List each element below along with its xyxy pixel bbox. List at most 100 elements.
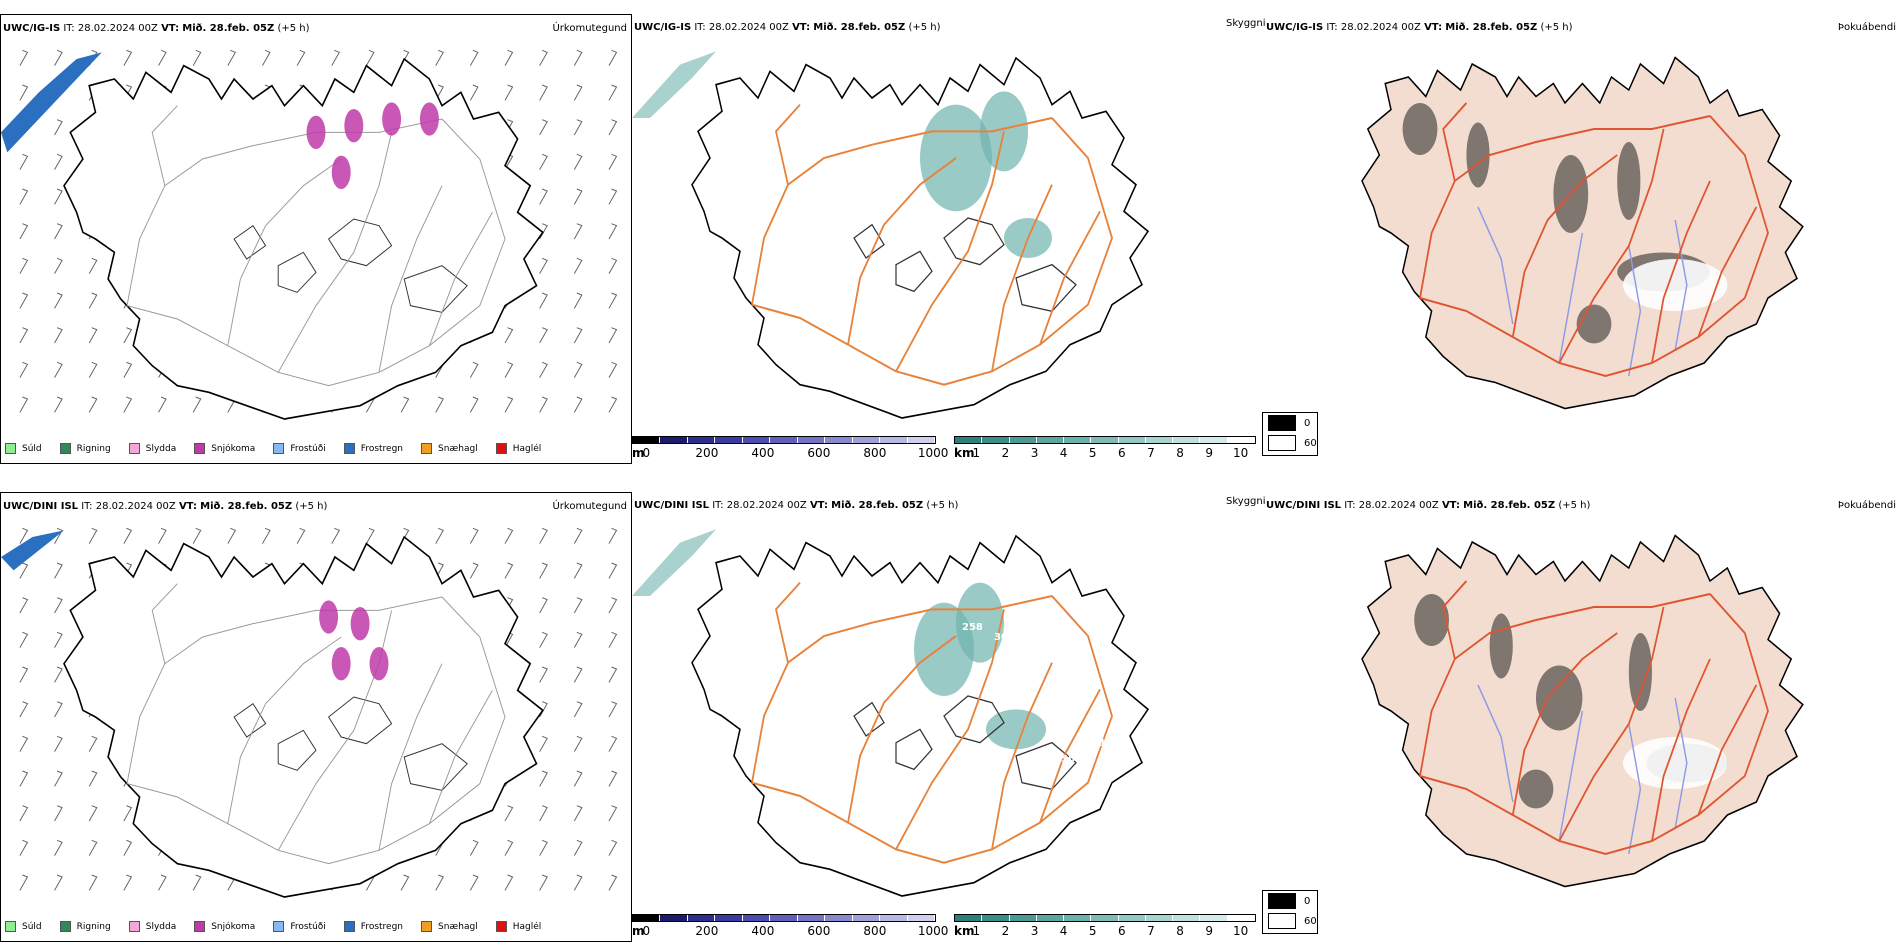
colorbar-tick-label: 400: [751, 446, 775, 460]
wind-barb: [54, 153, 63, 170]
glacier-outline: [895, 728, 933, 771]
colorbar-segment: [770, 915, 798, 921]
init-time: 28.02.2024 00Z: [708, 22, 789, 33]
road-line: [991, 662, 1053, 850]
init-time: 28.02.2024 00Z: [1358, 500, 1439, 511]
panel-title-fog-index: Þokuábendi: [1837, 500, 1896, 511]
wind-barb: [539, 361, 548, 378]
road-line: [428, 212, 493, 346]
wind-barb: [123, 361, 133, 378]
road-line: [895, 609, 1005, 850]
wind-barb: [123, 396, 133, 413]
wind-barb: [19, 874, 29, 891]
wind-barb: [435, 49, 444, 66]
wind-barb: [608, 701, 618, 718]
wind-barb: [608, 666, 618, 683]
fog-index-panel: UWC/IG-IS IT: 28.02.2024 00Z VT: Mið. 28…: [1264, 14, 1900, 474]
road-line: [1419, 115, 1711, 299]
wind-barb: [504, 49, 514, 66]
valid-time-label: VT:: [1424, 22, 1443, 33]
low-visibility-area: [986, 709, 1046, 750]
fog-area: [1617, 142, 1641, 220]
wind-barb: [123, 49, 133, 66]
wind-barb: [123, 874, 133, 891]
wind-barb: [158, 396, 167, 413]
river-line: [1477, 684, 1514, 803]
legend-item: Haglél: [495, 921, 541, 932]
colorbar-segment: [880, 915, 908, 921]
wind-barb: [573, 701, 583, 718]
wind-barb: [608, 631, 618, 648]
model-name: UWC/DINI ISL: [1266, 500, 1342, 511]
wind-barb: [539, 874, 548, 891]
wind-barb: [123, 327, 133, 344]
legend-item: Slydda: [128, 443, 176, 454]
low-visibility-area: [980, 91, 1028, 172]
wind-barb: [504, 874, 514, 891]
wind-barb: [88, 770, 98, 787]
legend-swatch: [343, 921, 355, 932]
fog-area: [1489, 613, 1513, 679]
colorbar-tick-label: 0: [642, 924, 651, 938]
road-line: [1558, 606, 1665, 842]
fog-legend-label: 60: [1304, 437, 1317, 449]
colorbar-tick-label: 2: [1001, 446, 1010, 460]
legend-label: Súld: [22, 921, 42, 932]
wind-barb: [608, 84, 618, 101]
wind-barb: [54, 631, 63, 648]
glacier-outline: [327, 696, 393, 745]
wind-barb: [608, 292, 618, 309]
wind-barb: [19, 805, 29, 822]
wind-barb: [19, 396, 29, 413]
wind-barb: [54, 527, 63, 544]
colorbar-segment: [797, 437, 826, 443]
precip-map: [1, 527, 618, 898]
colorbar-tick-label: 10: [1232, 924, 1249, 938]
river-line: [1674, 697, 1688, 829]
road-line: [151, 105, 178, 186]
glacier-outline: [233, 702, 267, 738]
fog-map: [1361, 56, 1804, 410]
wind-barb: [573, 188, 583, 205]
valid-time-label: VT:: [809, 500, 828, 511]
river-line: [1674, 219, 1688, 351]
colorbar-segment: [1227, 437, 1255, 443]
legend-swatch: [495, 443, 507, 454]
wind-barb: [19, 188, 29, 205]
wind-barb: [331, 49, 341, 66]
wind-barb: [539, 188, 548, 205]
model-name: UWC/IG-IS: [3, 23, 61, 34]
valid-time: Mið. 28.feb. 05Z: [182, 23, 275, 34]
init-time: 28.02.2024 00Z: [77, 23, 158, 34]
lead-time: (+5 h): [926, 500, 959, 511]
wind-barb: [573, 597, 583, 614]
lead-time: (+5 h): [908, 22, 941, 33]
colorbar-unit: km: [954, 446, 975, 460]
wind-barb: [365, 49, 375, 66]
legend-swatch: [59, 443, 71, 454]
forecast-header: UWC/DINI ISL IT: 28.02.2024 00Z VT: Mið.…: [3, 501, 327, 512]
fog-legend-label: 0: [1304, 895, 1311, 907]
road-line: [378, 185, 443, 373]
road-line: [126, 596, 443, 784]
wind-barb: [365, 527, 375, 544]
wind-barb: [88, 839, 98, 856]
wind-barb: [573, 119, 583, 136]
road-line: [1039, 688, 1101, 824]
lead-time: (+5 h): [1558, 500, 1591, 511]
colorbar-segment: [742, 915, 771, 921]
low-visibility-area: [956, 582, 1004, 663]
wind-barb: [573, 153, 583, 170]
legend-swatch: [128, 921, 140, 932]
wind-barb: [608, 527, 618, 544]
colorbar-segment: [1173, 915, 1201, 921]
fog-map: [1361, 534, 1804, 888]
coastline: [691, 534, 1150, 897]
road-line: [1697, 684, 1758, 816]
wind-barb: [88, 527, 98, 544]
fog-area: [1628, 633, 1652, 711]
valid-time: Mið. 28.feb. 05Z: [200, 501, 293, 512]
visibility-value-label: 307: [994, 632, 1015, 643]
glacier-outline: [853, 701, 885, 737]
road-line: [1442, 580, 1468, 660]
